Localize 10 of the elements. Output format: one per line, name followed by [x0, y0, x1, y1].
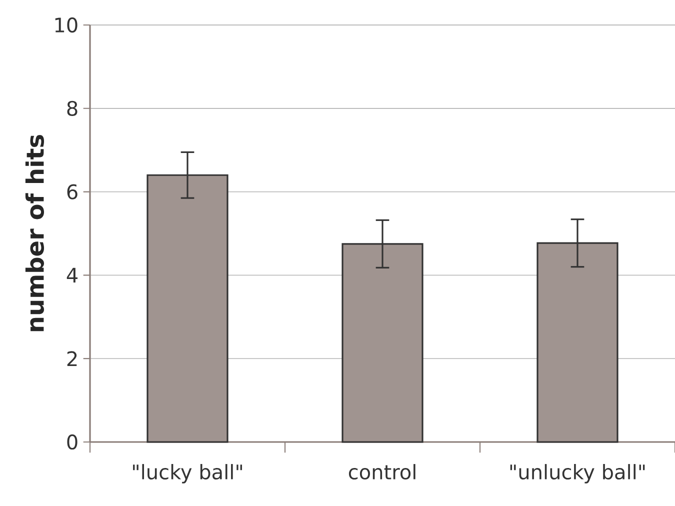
x-tick-label: control	[348, 464, 416, 480]
y-tick-label: 0	[67, 434, 78, 450]
y-axis-title: number of hits	[25, 135, 44, 332]
y-tick-label: 4	[66, 268, 78, 282]
x-tick-label: "lucky ball"	[133, 464, 242, 484]
x-tick-label: "unlucky ball"	[510, 464, 645, 484]
y-tick-label: 6	[67, 184, 78, 200]
y-tick-label: 8	[67, 100, 78, 116]
y-tick-label: 2	[67, 351, 77, 366]
y-tick-label: 10	[55, 17, 78, 33]
